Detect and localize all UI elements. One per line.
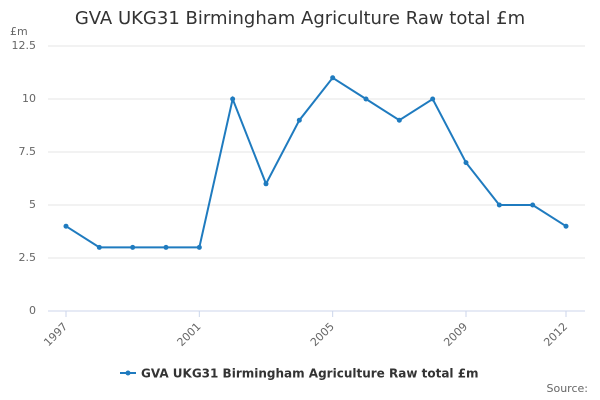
y-tick-label: 2.5 — [19, 251, 37, 264]
point — [130, 244, 136, 250]
point — [496, 202, 502, 208]
chart-title: GVA UKG31 Birmingham Agriculture Raw tot… — [75, 8, 525, 29]
point — [463, 160, 469, 166]
y-tick-label: 7.5 — [19, 145, 37, 158]
point — [63, 223, 69, 229]
point — [296, 117, 302, 123]
y-axis-label: £m — [10, 25, 28, 38]
point — [163, 244, 169, 250]
point — [563, 223, 569, 229]
y-tick-label: 10 — [22, 92, 36, 105]
legend-label: GVA UKG31 Birmingham Agriculture Raw tot… — [141, 367, 479, 381]
point — [530, 202, 536, 208]
point — [230, 96, 236, 102]
point — [196, 244, 202, 250]
source: Source: — [547, 382, 589, 395]
x-tick-label: 2005 — [308, 320, 337, 349]
x-tick-label: 2009 — [441, 320, 470, 349]
series-line — [65, 76, 567, 249]
point — [330, 75, 336, 81]
y-tick-label: 5 — [29, 198, 36, 211]
y-tick-label: 12.5 — [12, 39, 37, 52]
x-tick-label: 2012 — [541, 320, 570, 349]
point — [263, 181, 269, 187]
x-tick-label: 2001 — [175, 320, 204, 349]
point — [96, 244, 102, 250]
point — [363, 96, 369, 102]
point — [430, 96, 436, 102]
y-tick-label: 0 — [29, 304, 36, 317]
legend-marker — [125, 370, 131, 376]
point — [396, 117, 402, 123]
x-tick-label: 1997 — [41, 320, 70, 349]
